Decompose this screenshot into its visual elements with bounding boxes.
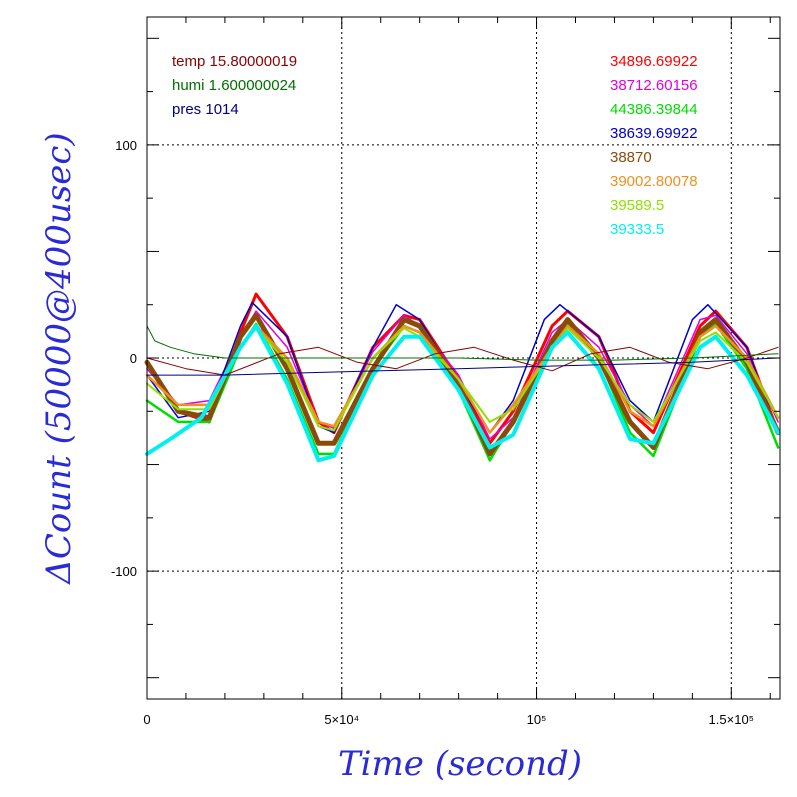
legend-count-entry: 39002.80078 [610, 173, 698, 190]
legend-env-entry: humi 1.600000024 [172, 77, 296, 94]
legend-count-entry: 39333.5 [610, 221, 664, 238]
legend-counts: 34896.69922 38712.60156 44386.39844 38639.6… [610, 53, 698, 238]
legend-environment: temp 15.80000019 humi 1.600000024 pres 101… [172, 53, 297, 118]
x-tick-label: 10⁵ [527, 712, 547, 727]
series-line [146, 357, 779, 376]
y-tick-label: 0 [130, 351, 137, 366]
x-tick-label: 1.5×10⁵ [709, 712, 755, 727]
legend-count-entry: 38712.60156 [610, 77, 698, 94]
tick-labels: 0 5×10⁴ 10⁵ 1.5×10⁵ -100 0 100 [111, 138, 754, 727]
series-line [146, 346, 779, 376]
y-axis-title: ΔCount (50000@400usec) [39, 132, 79, 585]
legend-count-entry: 44386.39844 [610, 101, 698, 118]
x-tick-label: 0 [143, 712, 150, 727]
legend-env-entry: pres 1014 [172, 101, 239, 118]
legend-count-entry: 38870 [610, 149, 652, 166]
series-line [145, 324, 781, 463]
plot-frame [146, 16, 781, 700]
legend-count-entry: 39589.5 [610, 197, 664, 214]
x-tick-label: 5×10⁴ [324, 712, 359, 727]
legend-count-entry: 34896.69922 [610, 53, 698, 70]
legend-count-entry: 38639.69922 [610, 125, 698, 142]
y-tick-label: -100 [111, 564, 137, 579]
y-tick-label: 100 [115, 138, 137, 153]
series-line [146, 325, 779, 361]
x-axis-title: Time (second) [338, 744, 582, 784]
series-layer [144, 292, 781, 463]
legend-env-entry: temp 15.80000019 [172, 53, 297, 70]
